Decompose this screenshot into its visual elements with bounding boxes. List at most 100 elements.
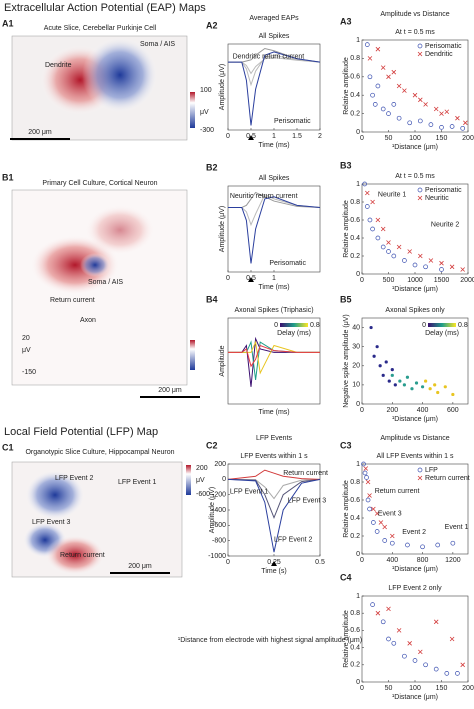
point (396, 83, 402, 89)
point (412, 262, 418, 268)
colorbar (280, 323, 308, 327)
point (439, 111, 444, 116)
annotation: Perisomatic (269, 260, 306, 267)
y-tick-label: 0.6 (350, 217, 360, 224)
x-axis-label: Time (ms) (258, 142, 289, 149)
point (374, 529, 380, 534)
point (410, 387, 414, 391)
x-tick-label: 400 (417, 407, 429, 414)
y-tick-label: 0 (356, 271, 360, 278)
point (362, 470, 368, 476)
point (367, 74, 373, 80)
x-tick-label: 0 (226, 133, 230, 140)
footnote: ¹Distance from electrode with highest si… (178, 637, 362, 644)
y-tick-label: 0.8 (350, 199, 360, 206)
point (387, 379, 391, 383)
point (439, 260, 444, 266)
panel-suptitle: Amplitude vs Distance (380, 435, 449, 442)
point (374, 511, 380, 516)
annotation: LFP Event 3 (288, 498, 327, 505)
y-tick-label: 0 (356, 401, 360, 408)
annotation: LFP Event 1 (118, 479, 157, 486)
point (449, 264, 455, 270)
x-axis-label: ¹Distance (μm) (392, 566, 438, 573)
point (402, 88, 407, 93)
point (378, 364, 382, 368)
y-tick-label: -1000 (208, 553, 226, 560)
x-tick-label: 150 (436, 135, 448, 142)
panel-label: B3 (340, 160, 352, 170)
point (386, 111, 391, 116)
point (370, 199, 375, 205)
y-axis-label: Amplitude (μV) (209, 487, 216, 533)
annotation: Neurite 2 (431, 221, 460, 228)
y-tick-label: 0.8 (350, 610, 360, 617)
point (375, 83, 381, 89)
colorbar-label: μV (22, 347, 31, 354)
panel-label: B4 (206, 294, 218, 304)
point (375, 235, 381, 241)
x-axis-label: ¹Distance (μm) (392, 144, 438, 151)
annotation: LFP Event 3 (32, 519, 71, 526)
point (370, 602, 375, 607)
panel-suptitle: Averaged EAPs (249, 15, 299, 22)
point (386, 606, 391, 612)
heatmap (11, 35, 188, 141)
point (439, 267, 444, 272)
y-tick-label: 0.4 (350, 515, 360, 522)
heatmap (11, 461, 183, 578)
point (451, 392, 455, 397)
panel-label: B5 (340, 294, 352, 304)
plot-area (361, 317, 469, 405)
point (405, 375, 410, 379)
waveform (228, 344, 320, 368)
y-tick-label: 30 (352, 344, 360, 351)
section-header: Extracellular Action Potential (EAP) Map… (4, 2, 206, 14)
x-tick-label: 200 (386, 407, 398, 414)
point (412, 658, 418, 663)
point (390, 373, 394, 377)
panel-label: A2 (206, 20, 218, 30)
point (433, 106, 439, 112)
point (380, 619, 386, 625)
point (436, 390, 440, 395)
chart-title: LFP Events within 1 s (240, 453, 308, 460)
legend-label: Neuritic (425, 195, 449, 202)
y-tick-label: 0.8 (350, 55, 360, 62)
chart-title: At t = 0.5 ms (395, 173, 435, 180)
panel-label: C1 (2, 442, 14, 452)
panel-label: B2 (206, 162, 218, 172)
legend-marker (417, 187, 423, 193)
x-tick-label: 100 (409, 135, 421, 142)
legend-marker (417, 43, 423, 49)
scale-label: 200 μm (158, 387, 182, 394)
point (420, 385, 425, 389)
point (381, 373, 385, 377)
x-tick-label: 50 (385, 685, 393, 692)
point (423, 264, 428, 270)
annotation: LFP Event 1 (230, 488, 269, 495)
colorbar (186, 465, 191, 495)
x-tick-label: 1200 (445, 557, 461, 564)
y-tick-label: 0.4 (350, 235, 360, 242)
point (414, 381, 419, 385)
legend-marker (417, 195, 423, 201)
panel-label: C2 (206, 440, 218, 450)
waveform (228, 336, 320, 387)
y-tick-label: 0 (222, 476, 226, 483)
point (367, 217, 373, 223)
point (449, 124, 455, 129)
point (382, 524, 387, 530)
y-tick-label: 1 (356, 593, 360, 600)
point (423, 102, 428, 107)
y-tick-label: 0 (356, 551, 360, 558)
time-marker (248, 277, 254, 282)
x-tick-label: 0 (360, 407, 364, 414)
point (367, 56, 373, 61)
y-tick-label: 0.6 (350, 627, 360, 634)
x-tick-label: 1500 (434, 277, 450, 284)
point (365, 479, 371, 485)
point (371, 506, 376, 512)
annotation: Perisomatic (274, 118, 311, 125)
